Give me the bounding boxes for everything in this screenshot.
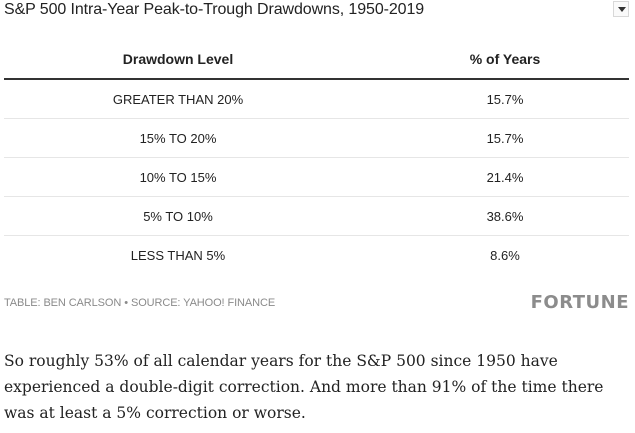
source-text: SOURCE: YAHOO! FINANCE <box>130 297 276 309</box>
table-row: 10% TO 15% 21.4% <box>4 158 629 197</box>
source-credit: TABLE: BEN CARLSON • SOURCE: YAHOO! FINANC… <box>4 297 275 309</box>
table-row: 5% TO 10% 38.6% <box>4 197 629 236</box>
drawdown-level-cell: 10% TO 15% <box>139 170 217 185</box>
chevron-down-icon <box>618 7 626 12</box>
table-row: GREATER THAN 20% 15.7% <box>4 80 629 119</box>
table-header: Drawdown Level % of Years <box>4 42 629 80</box>
credit-separator: • <box>124 297 128 309</box>
drawdown-level-cell: 15% TO 20% <box>139 131 217 146</box>
percent-of-years-cell: 8.6% <box>490 248 520 263</box>
table-footer: TABLE: BEN CARLSON • SOURCE: YAHOO! FINANC… <box>4 292 629 314</box>
table-row: 15% TO 20% 15.7% <box>4 119 629 158</box>
drawdown-table: Drawdown Level % of Years GREATER THAN 2… <box>4 42 629 274</box>
percent-of-years-cell: 15.7% <box>486 131 524 146</box>
drawdown-level-cell: LESS THAN 5% <box>130 248 226 263</box>
table-row: LESS THAN 5% 8.6% <box>4 236 629 274</box>
column-header-drawdown-level[interactable]: Drawdown Level <box>122 51 234 67</box>
fortune-logo[interactable]: FORTUNE <box>530 292 629 313</box>
article-paragraph: So roughly 53% of all calendar years for… <box>4 352 604 422</box>
column-header-percent-of-years[interactable]: % of Years <box>469 51 541 67</box>
table-title: S&P 500 Intra-Year Peak-to-Trough Drawdo… <box>4 1 425 18</box>
drawdown-level-cell: 5% TO 10% <box>143 209 213 224</box>
table-credit: TABLE: BEN CARLSON <box>4 297 122 309</box>
drawdown-level-cell: GREATER THAN 20% <box>112 92 244 107</box>
percent-of-years-cell: 21.4% <box>486 170 524 185</box>
percent-of-years-cell: 38.6% <box>486 209 524 224</box>
dropdown-button[interactable] <box>613 1 629 17</box>
table-title-bar: S&P 500 Intra-Year Peak-to-Trough Drawdo… <box>4 0 629 22</box>
percent-of-years-cell: 15.7% <box>486 92 524 107</box>
